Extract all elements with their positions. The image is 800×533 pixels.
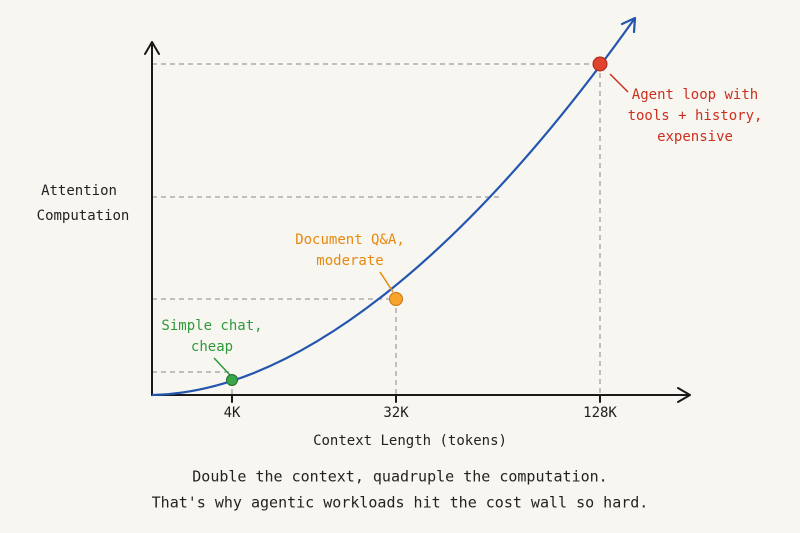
y-axis bbox=[144, 41, 160, 396]
leader bbox=[213, 357, 231, 376]
y-label: Computation bbox=[37, 208, 130, 224]
point-agent bbox=[592, 56, 608, 72]
x-tick-label: 32K bbox=[383, 405, 409, 421]
x-tick-label: 4K bbox=[224, 405, 241, 421]
curve-arrow bbox=[620, 16, 637, 34]
x-tick-label: 128K bbox=[583, 405, 617, 421]
annotation: Document Q&A, bbox=[295, 232, 405, 248]
annotation: tools + history, bbox=[628, 108, 763, 124]
point-doc bbox=[389, 292, 403, 306]
guides bbox=[152, 63, 601, 395]
caption: Double the context, quadruple the comput… bbox=[192, 468, 607, 486]
leader bbox=[379, 271, 394, 293]
x-label: Context Length (tokens) bbox=[313, 433, 507, 449]
annotation: Agent loop with bbox=[632, 87, 758, 103]
annotation: moderate bbox=[316, 253, 383, 269]
annotation: cheap bbox=[191, 339, 233, 355]
leader bbox=[609, 73, 629, 93]
y-label: Attention bbox=[41, 183, 117, 199]
point-chat bbox=[226, 374, 238, 386]
annotation: Simple chat, bbox=[161, 318, 262, 334]
growth-curve bbox=[151, 17, 636, 397]
x-ticks bbox=[231, 394, 601, 403]
annotation: expensive bbox=[657, 129, 733, 145]
caption: That's why agentic workloads hit the cos… bbox=[152, 494, 649, 512]
